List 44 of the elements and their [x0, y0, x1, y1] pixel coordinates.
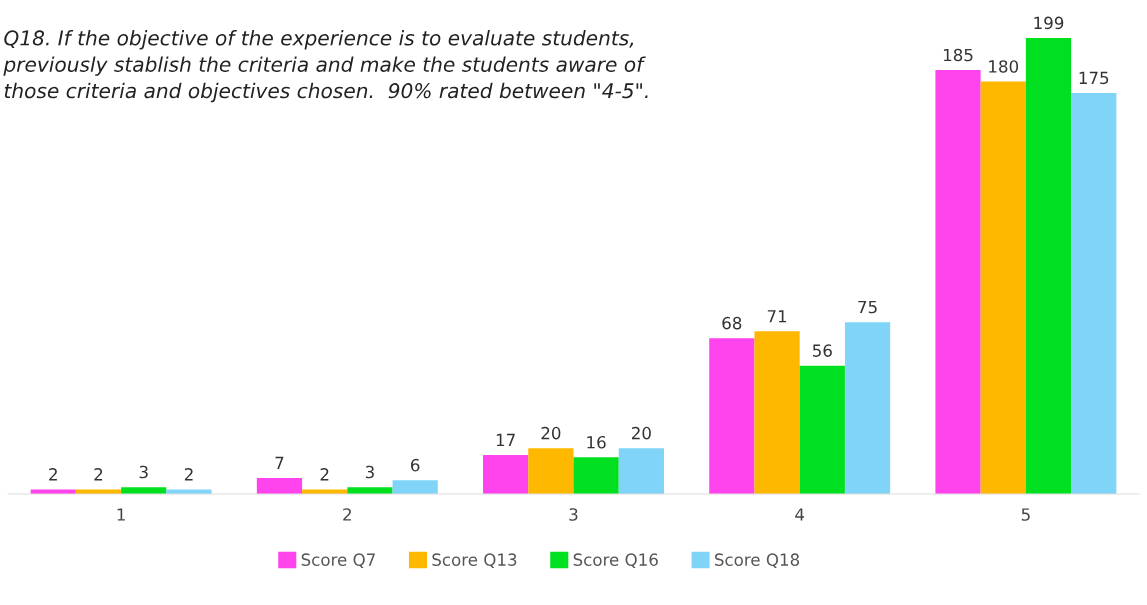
data-label: 185	[943, 48, 973, 62]
x-tick-label: 5	[1021, 508, 1030, 521]
data-label: 75	[858, 300, 877, 314]
x-tick-label: 4	[795, 508, 805, 521]
bar	[618, 448, 664, 494]
data-label: 16	[587, 435, 606, 449]
data-label: 2	[320, 468, 329, 481]
data-label: 2	[184, 468, 193, 481]
data-label: 71	[767, 310, 787, 323]
data-label: 199	[1034, 16, 1064, 30]
data-label: 2	[49, 468, 57, 481]
data-label: 3	[139, 465, 148, 479]
bar	[754, 331, 800, 494]
data-label: 175	[1079, 71, 1109, 85]
bar	[1025, 38, 1072, 494]
data-label: 17	[496, 433, 515, 447]
legend-label: Score Q18	[715, 553, 800, 568]
x-tick-label: 3	[569, 508, 578, 521]
text: Q18. If the objective of the experience is to evaluate students, previously stablish the criteria and make the students aware of those criteria and objectives chosen. 90% rated between "4-5".	[3, 30, 648, 103]
data-label: 20	[631, 426, 651, 440]
bar	[935, 70, 981, 494]
x-tick-label: 2	[343, 508, 351, 521]
data-label: 2	[94, 468, 103, 481]
bar	[980, 81, 1026, 494]
x-tick-label: 1	[117, 508, 125, 521]
bar	[573, 457, 619, 494]
legend-label: Score Q13	[432, 553, 517, 568]
data-label: 20	[541, 426, 561, 440]
data-label: 7	[275, 456, 284, 469]
bar	[709, 338, 755, 494]
bar	[528, 448, 574, 494]
data-label: 68	[722, 316, 742, 330]
legend-label: Score Q16	[573, 553, 658, 568]
bar	[844, 322, 891, 494]
bar	[256, 477, 303, 494]
bar	[392, 480, 438, 494]
data-label: 3	[365, 465, 374, 479]
legend-label: Score Q7	[301, 553, 375, 568]
bar	[799, 365, 845, 494]
bar	[1071, 92, 1117, 494]
data-label: 6	[411, 458, 420, 472]
bar	[483, 455, 529, 494]
data-label: 180	[989, 60, 1019, 73]
data-label: 56	[812, 344, 832, 357]
